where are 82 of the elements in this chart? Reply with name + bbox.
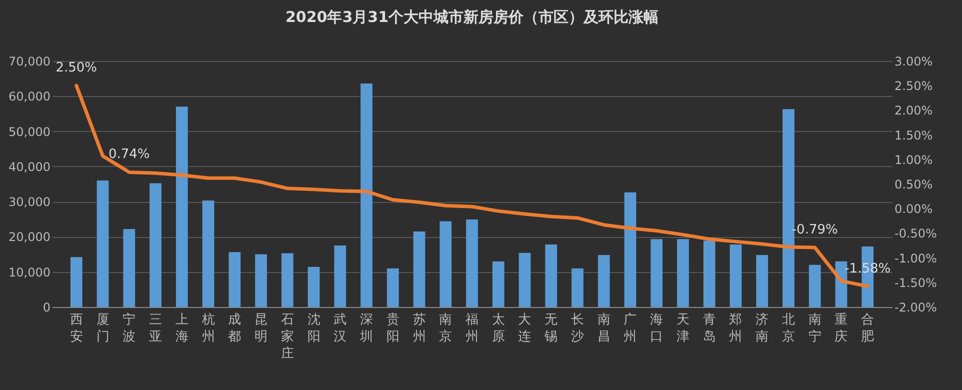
y2-tick-label: 0.50% bbox=[894, 178, 933, 192]
y2-tick-label: 2.00% bbox=[894, 104, 933, 118]
x-tick-label: 青岛 bbox=[702, 312, 716, 344]
chart-title: 2020年3月31个大中城市新房房价（市区）及环比涨幅 bbox=[285, 8, 659, 26]
x-tick-label: 重庆 bbox=[834, 312, 848, 344]
y-tick-label: 30,000 bbox=[8, 195, 50, 210]
x-tick-label: 福州 bbox=[466, 312, 478, 344]
x-tick-label: 南宁 bbox=[808, 312, 822, 344]
y2-tick-label: 0.00% bbox=[894, 202, 933, 216]
data-label: 0.74% bbox=[108, 147, 150, 162]
y2-tick-label: -2.00% bbox=[894, 300, 937, 314]
bar bbox=[123, 228, 136, 307]
bar bbox=[360, 83, 372, 307]
x-tick-label: 北京 bbox=[782, 312, 795, 344]
x-tick-label: 深圳 bbox=[359, 312, 374, 344]
x-tick-label: 海口 bbox=[650, 312, 664, 344]
x-tick-label: 昆明 bbox=[254, 312, 268, 344]
y-tick-label: 60,000 bbox=[8, 90, 50, 104]
bar bbox=[545, 244, 558, 307]
bar bbox=[96, 180, 109, 307]
bar bbox=[70, 257, 82, 307]
y-tick-label: 70,000 bbox=[8, 54, 50, 68]
bar bbox=[677, 239, 689, 307]
x-tick-label: 厦门 bbox=[96, 312, 110, 344]
bar bbox=[176, 106, 188, 307]
y-tick-label: 0 bbox=[42, 300, 50, 314]
bar bbox=[150, 183, 162, 307]
x-tick-label: 西安 bbox=[70, 312, 83, 344]
bar bbox=[492, 261, 504, 307]
bar bbox=[598, 254, 610, 307]
x-tick-label: 成都 bbox=[228, 312, 242, 344]
data-label: 2.50% bbox=[56, 60, 98, 76]
x-tick-label: 石家庄 bbox=[280, 312, 294, 362]
bar bbox=[255, 254, 267, 307]
y2-tick-label: 1.00% bbox=[894, 152, 933, 167]
bar bbox=[281, 253, 294, 307]
bar bbox=[624, 192, 636, 307]
bar bbox=[703, 240, 716, 307]
bar bbox=[730, 244, 742, 307]
x-tick-label: 济南 bbox=[756, 312, 769, 344]
y2-tick-label: 2.50% bbox=[894, 79, 933, 94]
x-tick-label: 大连 bbox=[518, 312, 532, 344]
bar bbox=[308, 266, 320, 307]
y2-tick-label: -1.00% bbox=[894, 251, 937, 266]
y2-tick-label: 1.50% bbox=[894, 128, 933, 142]
bar bbox=[518, 252, 531, 307]
x-tick-label: 长沙 bbox=[570, 312, 584, 344]
x-tick-label: 三亚 bbox=[149, 312, 162, 344]
x-tick-label: 郑州 bbox=[729, 312, 742, 344]
x-tick-label: 贵阳 bbox=[386, 312, 400, 344]
bar bbox=[756, 254, 768, 307]
bar bbox=[650, 239, 663, 307]
bar bbox=[782, 109, 794, 307]
x-tick-label: 合肥 bbox=[861, 312, 874, 344]
y-tick-label: 50,000 bbox=[8, 124, 50, 139]
bar bbox=[228, 252, 241, 307]
bar bbox=[440, 221, 452, 307]
bar bbox=[413, 231, 426, 307]
x-tick-label: 南昌 bbox=[597, 312, 610, 344]
x-tick-label: 广州 bbox=[624, 312, 637, 344]
y-tick-label: 10,000 bbox=[8, 265, 50, 280]
bar bbox=[386, 268, 399, 307]
y2-tick-label: -1.50% bbox=[894, 276, 937, 290]
bar bbox=[466, 219, 478, 307]
x-tick-label: 苏州 bbox=[412, 312, 426, 344]
bar bbox=[572, 268, 584, 307]
x-tick-label: 南京 bbox=[439, 312, 452, 344]
x-tick-label: 无锡 bbox=[544, 312, 558, 344]
x-tick-label: 沈阳 bbox=[307, 312, 320, 344]
x-tick-label: 宁波 bbox=[122, 312, 136, 344]
x-tick-label: 太原 bbox=[492, 312, 505, 344]
bar bbox=[202, 200, 214, 307]
bar bbox=[808, 264, 821, 307]
y-tick-label: 20,000 bbox=[8, 230, 50, 244]
y2-tick-label: 3.00% bbox=[894, 54, 933, 68]
x-tick-label: 杭州 bbox=[200, 312, 215, 344]
x-tick-label: 武汉 bbox=[334, 312, 347, 344]
y-tick-label: 40,000 bbox=[8, 160, 50, 174]
y2-tick-label: -0.50% bbox=[894, 226, 937, 241]
x-tick-label: 天津 bbox=[676, 312, 690, 344]
x-tick-label: 上海 bbox=[175, 312, 188, 344]
bar bbox=[334, 246, 346, 307]
